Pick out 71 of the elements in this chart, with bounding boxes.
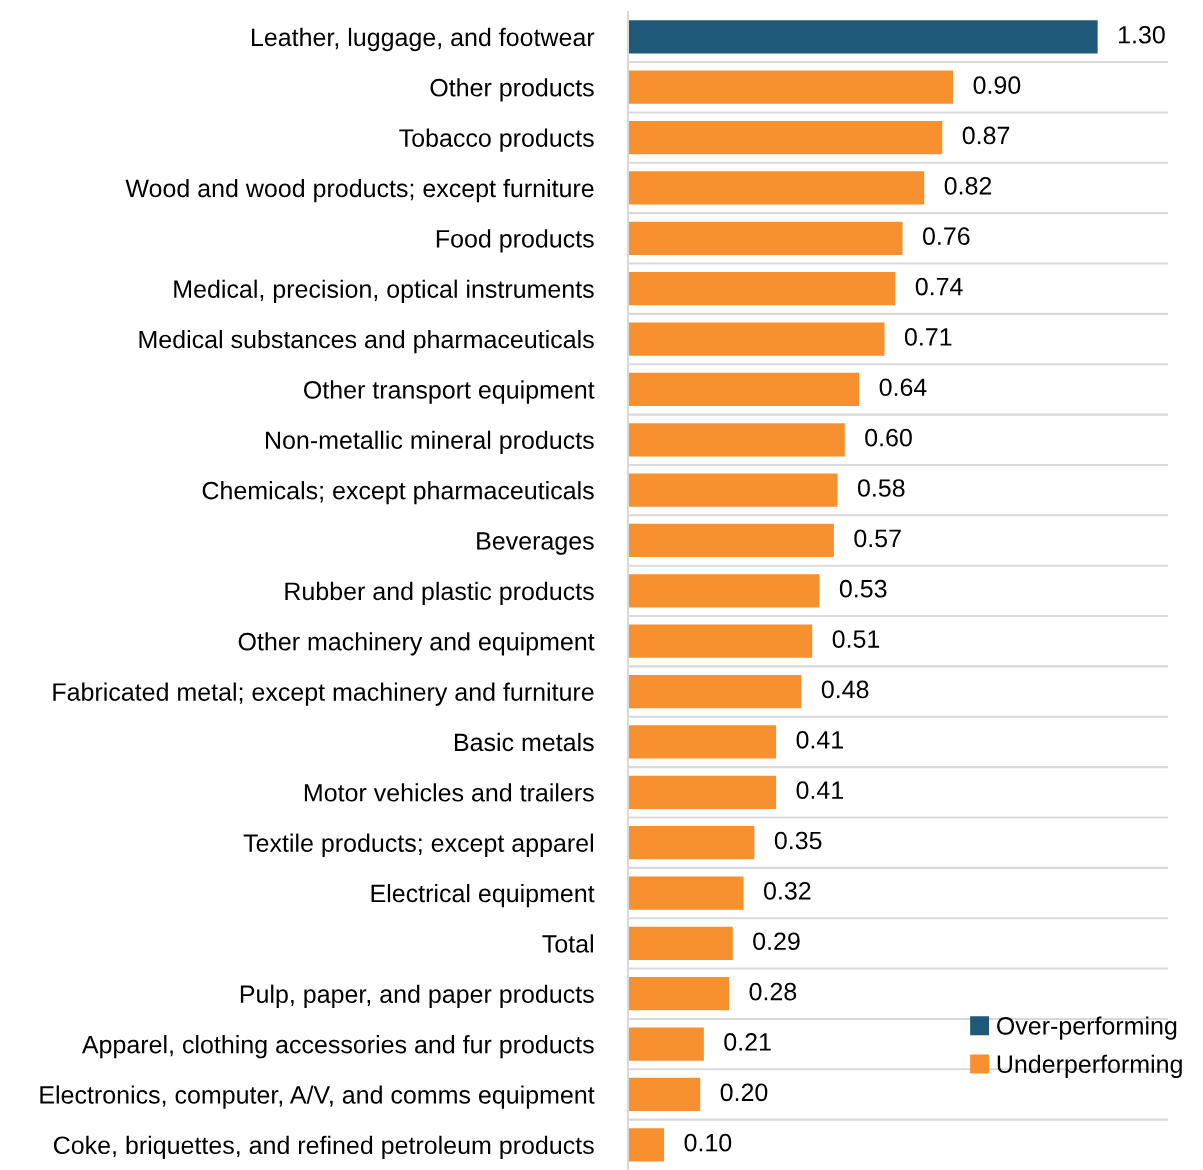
bar bbox=[627, 1077, 701, 1112]
bar bbox=[627, 1128, 665, 1162]
legend-label: Over-performing bbox=[997, 1016, 1177, 1040]
data-label: 0.32 bbox=[764, 882, 811, 900]
y-tick-label: Food products bbox=[436, 229, 594, 253]
data-label: 0.53 bbox=[839, 579, 887, 598]
bar bbox=[627, 322, 885, 356]
data-label: 0.29 bbox=[753, 932, 800, 951]
data-label: 0.48 bbox=[821, 680, 869, 699]
y-tick-label: Basic metals bbox=[454, 732, 594, 752]
data-label: 0.71 bbox=[904, 328, 952, 346]
bar bbox=[627, 372, 860, 407]
bar bbox=[627, 120, 943, 155]
y-tick-label: Other products bbox=[430, 78, 594, 102]
y-tick-label: Tobacco products bbox=[399, 128, 594, 152]
bar bbox=[627, 574, 820, 608]
y-tick-label: Wood and wood products; except furniture bbox=[125, 178, 594, 203]
data-label: 0.41 bbox=[796, 781, 843, 799]
y-tick-label: Other transport equipment bbox=[304, 380, 595, 404]
y-tick-label: Medical, precision, optical instruments bbox=[174, 279, 594, 303]
bar bbox=[627, 674, 802, 709]
bar bbox=[627, 876, 744, 910]
data-label: 0.90 bbox=[973, 76, 1021, 94]
data-label: 0.20 bbox=[720, 1083, 768, 1102]
y-tick-label: Beverages bbox=[477, 532, 594, 555]
y-tick-label: Chemicals; except pharmaceuticals bbox=[202, 481, 594, 505]
data-label: 0.41 bbox=[796, 730, 843, 749]
bar bbox=[627, 523, 834, 558]
bar bbox=[627, 826, 755, 860]
bar bbox=[627, 70, 954, 104]
bar bbox=[627, 977, 730, 1011]
y-tick-label: Leather, luggage, and footwear bbox=[252, 27, 595, 52]
y-tick-label: Pulp, paper, and paper products bbox=[240, 984, 594, 1008]
data-label: 0.76 bbox=[922, 227, 970, 246]
data-label: 0.28 bbox=[749, 982, 797, 1001]
bar bbox=[627, 725, 777, 759]
data-label: 0.87 bbox=[962, 126, 1010, 145]
y-tick-label: Non-metallic mineral products bbox=[266, 430, 594, 455]
y-tick-label: Textile products; except apparel bbox=[243, 833, 593, 857]
data-label: 0.58 bbox=[857, 479, 905, 497]
data-label: 1.30 bbox=[1119, 25, 1165, 44]
y-tick-label: Coke, briquettes, and refined petroleum products bbox=[53, 1135, 594, 1160]
data-label: 0.10 bbox=[684, 1133, 732, 1152]
data-label: 0.51 bbox=[832, 630, 880, 648]
bar bbox=[627, 1027, 704, 1061]
data-label: 0.35 bbox=[774, 831, 822, 850]
data-label: 0.74 bbox=[915, 277, 963, 296]
bar bbox=[627, 926, 733, 960]
y-tick-label: Electrical equipment bbox=[371, 883, 595, 908]
data-label: 0.60 bbox=[865, 428, 912, 447]
y-tick-label: Apparel, clothing accessories and fur products bbox=[81, 1035, 594, 1059]
data-label: 0.57 bbox=[854, 529, 901, 548]
y-tick-label: Electronics, computer, A/V, and comms equipment bbox=[40, 1085, 595, 1109]
y-tick-label: Other machinery and equipment bbox=[238, 632, 595, 656]
data-label: 0.21 bbox=[724, 1033, 771, 1051]
y-tick-label: Medical substances and pharmaceuticals bbox=[139, 329, 594, 354]
bar bbox=[627, 473, 838, 507]
bar bbox=[627, 221, 903, 255]
data-label: 0.82 bbox=[944, 176, 992, 195]
y-tick-label: Motor vehicles and trailers bbox=[304, 783, 594, 802]
bar bbox=[627, 624, 813, 658]
legend-label: Underperforming bbox=[997, 1054, 1182, 1078]
data-label: 0.64 bbox=[879, 378, 927, 397]
bar bbox=[627, 272, 896, 306]
y-tick-label: Rubber and plastic products bbox=[285, 581, 594, 606]
bar bbox=[627, 20, 1098, 54]
bar bbox=[627, 423, 845, 457]
y-tick-label: Total bbox=[542, 934, 593, 953]
y-tick-label: Fabricated metal; except machinery and furniture bbox=[53, 682, 594, 706]
bar bbox=[627, 171, 925, 205]
bar bbox=[627, 775, 777, 809]
